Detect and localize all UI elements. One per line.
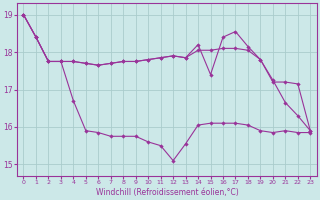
X-axis label: Windchill (Refroidissement éolien,°C): Windchill (Refroidissement éolien,°C)	[96, 188, 238, 197]
